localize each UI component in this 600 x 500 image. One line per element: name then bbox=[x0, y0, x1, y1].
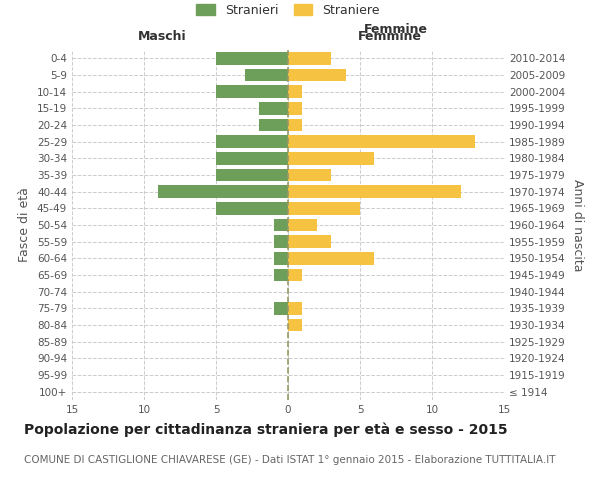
Legend: Stranieri, Straniere: Stranieri, Straniere bbox=[193, 0, 383, 21]
Bar bbox=[288, 86, 302, 98]
Bar bbox=[274, 302, 288, 314]
Bar bbox=[288, 136, 475, 148]
Bar bbox=[216, 136, 288, 148]
Bar bbox=[216, 52, 288, 64]
Bar bbox=[288, 252, 374, 264]
Text: Maschi: Maschi bbox=[137, 30, 187, 43]
Bar bbox=[288, 152, 374, 164]
Bar bbox=[274, 252, 288, 264]
Bar bbox=[216, 169, 288, 181]
Bar bbox=[288, 219, 317, 231]
Bar bbox=[274, 219, 288, 231]
Bar bbox=[288, 119, 302, 132]
Bar bbox=[259, 119, 288, 132]
Bar bbox=[216, 152, 288, 164]
Bar bbox=[216, 86, 288, 98]
Bar bbox=[288, 102, 302, 115]
Y-axis label: Anni di nascita: Anni di nascita bbox=[571, 179, 584, 271]
Bar bbox=[288, 69, 346, 82]
Bar bbox=[274, 236, 288, 248]
Text: Popolazione per cittadinanza straniera per età e sesso - 2015: Popolazione per cittadinanza straniera p… bbox=[24, 422, 508, 437]
Bar bbox=[288, 186, 461, 198]
Bar bbox=[158, 186, 288, 198]
Bar bbox=[216, 202, 288, 214]
Text: Femmine: Femmine bbox=[364, 23, 428, 36]
Bar bbox=[288, 169, 331, 181]
Text: Femmine: Femmine bbox=[358, 30, 422, 43]
Y-axis label: Fasce di età: Fasce di età bbox=[19, 188, 31, 262]
Bar bbox=[288, 319, 302, 331]
Bar bbox=[288, 52, 331, 64]
Bar bbox=[288, 302, 302, 314]
Bar bbox=[274, 269, 288, 281]
Bar bbox=[288, 236, 331, 248]
Bar bbox=[288, 202, 360, 214]
Bar bbox=[259, 102, 288, 115]
Bar bbox=[288, 269, 302, 281]
Bar bbox=[245, 69, 288, 82]
Text: COMUNE DI CASTIGLIONE CHIAVARESE (GE) - Dati ISTAT 1° gennaio 2015 - Elaborazion: COMUNE DI CASTIGLIONE CHIAVARESE (GE) - … bbox=[24, 455, 556, 465]
